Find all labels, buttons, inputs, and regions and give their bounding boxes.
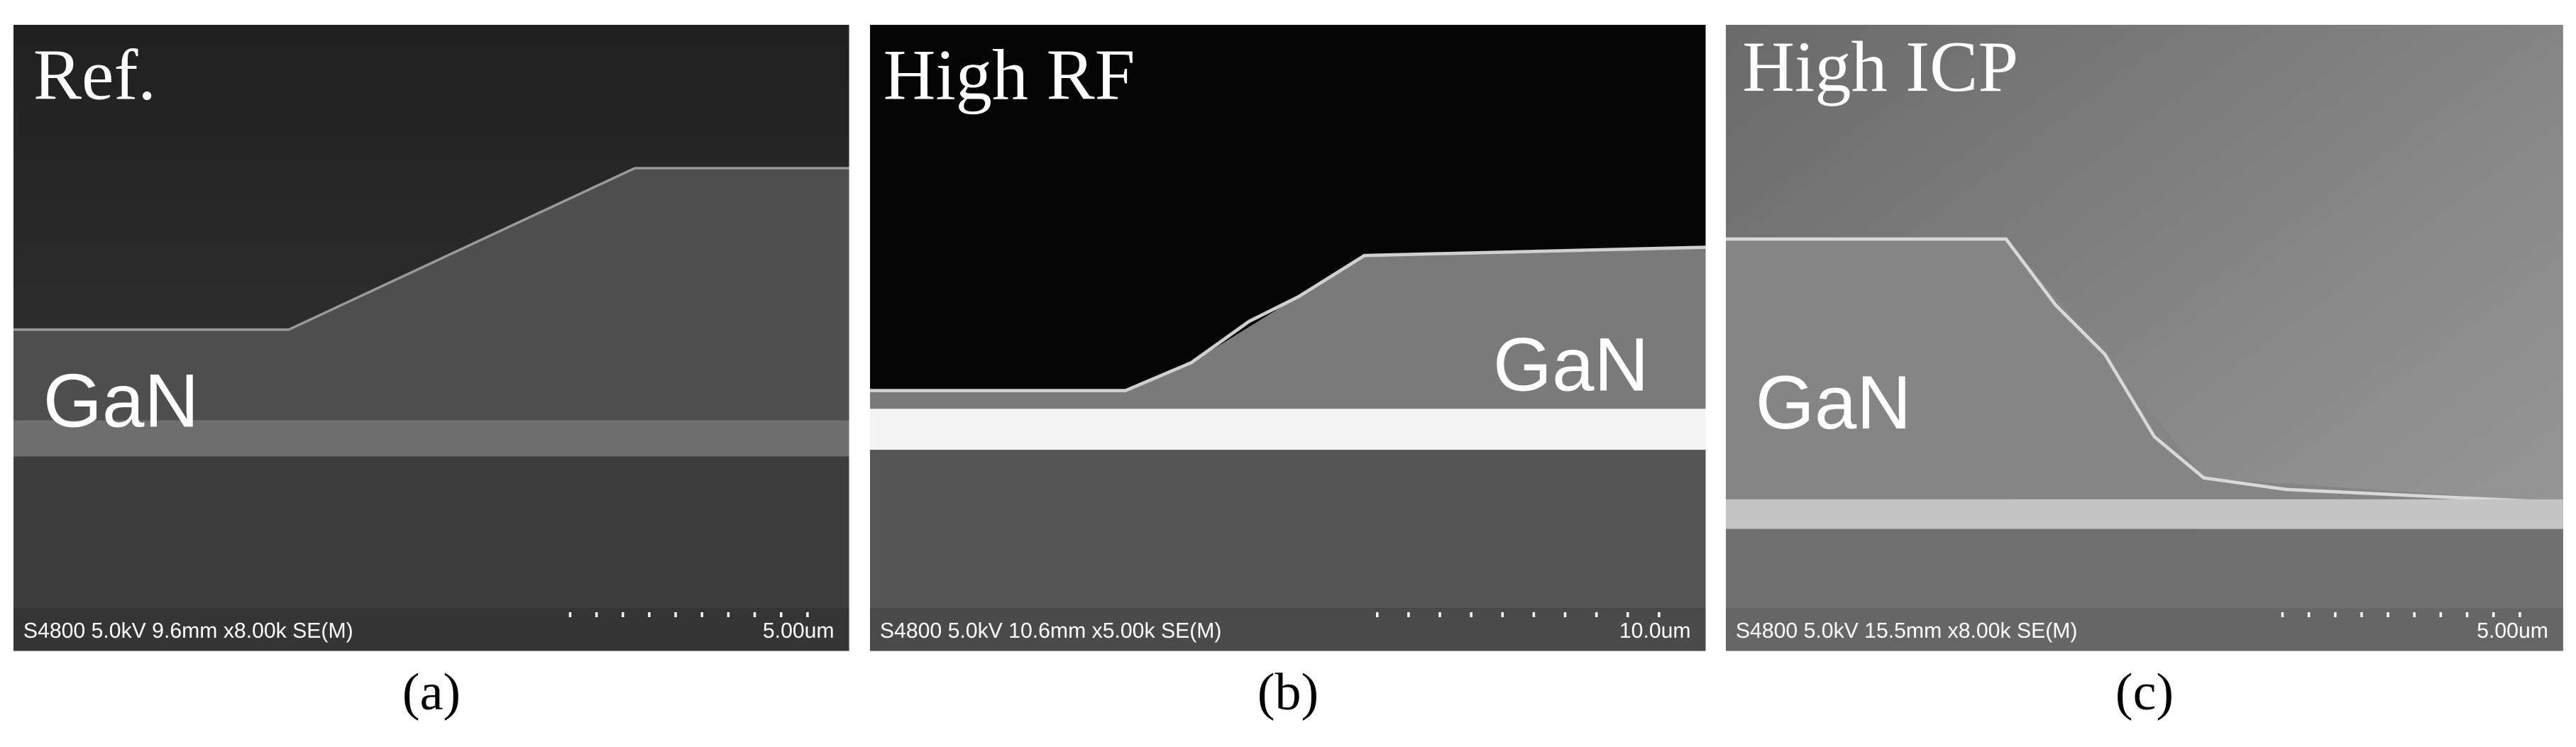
info-text: S4800 5.0kV 9.6mm x8.00k SE(M) bbox=[23, 619, 353, 643]
substrate bbox=[1726, 529, 2563, 609]
caption: (b) bbox=[1257, 663, 1319, 721]
info-bar bbox=[1726, 608, 2563, 651]
scale-text: 5.00um bbox=[763, 619, 835, 643]
edge bbox=[870, 245, 1706, 392]
mesa bbox=[1726, 238, 2562, 503]
panel-b: High RF GaN S4800 5.0kV 10.6mm x5.00k SE… bbox=[870, 25, 1706, 651]
panel-label: High RF bbox=[884, 35, 1135, 116]
edge bbox=[1726, 237, 2562, 504]
material-label: GaN bbox=[1756, 360, 1912, 445]
info-text: S4800 5.0kV 10.6mm x5.00k SE(M) bbox=[880, 619, 1222, 643]
info-bar bbox=[13, 608, 849, 651]
caption: (c) bbox=[2115, 663, 2174, 721]
panel-a: Ref. GaN S4800 5.0kV 9.6mm x8.00k SE(M) … bbox=[13, 25, 849, 651]
scale-text: 10.0um bbox=[1619, 619, 1691, 643]
panel-c: High ICP GaN S4800 5.0kV 15.5mm x8.00k S… bbox=[1726, 25, 2563, 651]
info-bar bbox=[870, 608, 1706, 651]
substrate bbox=[13, 456, 849, 609]
substrate bbox=[870, 450, 1706, 609]
material-label: GaN bbox=[43, 358, 199, 443]
edge bbox=[13, 167, 849, 331]
interface-band bbox=[13, 420, 849, 457]
interface-band bbox=[870, 409, 1706, 450]
mesa bbox=[13, 168, 849, 421]
panel-label: Ref. bbox=[33, 35, 156, 116]
info-text: S4800 5.0kV 15.5mm x8.00k SE(M) bbox=[1736, 619, 2078, 643]
caption: (a) bbox=[402, 663, 461, 721]
scale-text: 5.00um bbox=[2477, 619, 2548, 643]
interface-band bbox=[1726, 499, 2563, 529]
material-label: GaN bbox=[1493, 322, 1649, 407]
mesa bbox=[870, 247, 1706, 409]
panel-label: High ICP bbox=[1742, 27, 2018, 107]
